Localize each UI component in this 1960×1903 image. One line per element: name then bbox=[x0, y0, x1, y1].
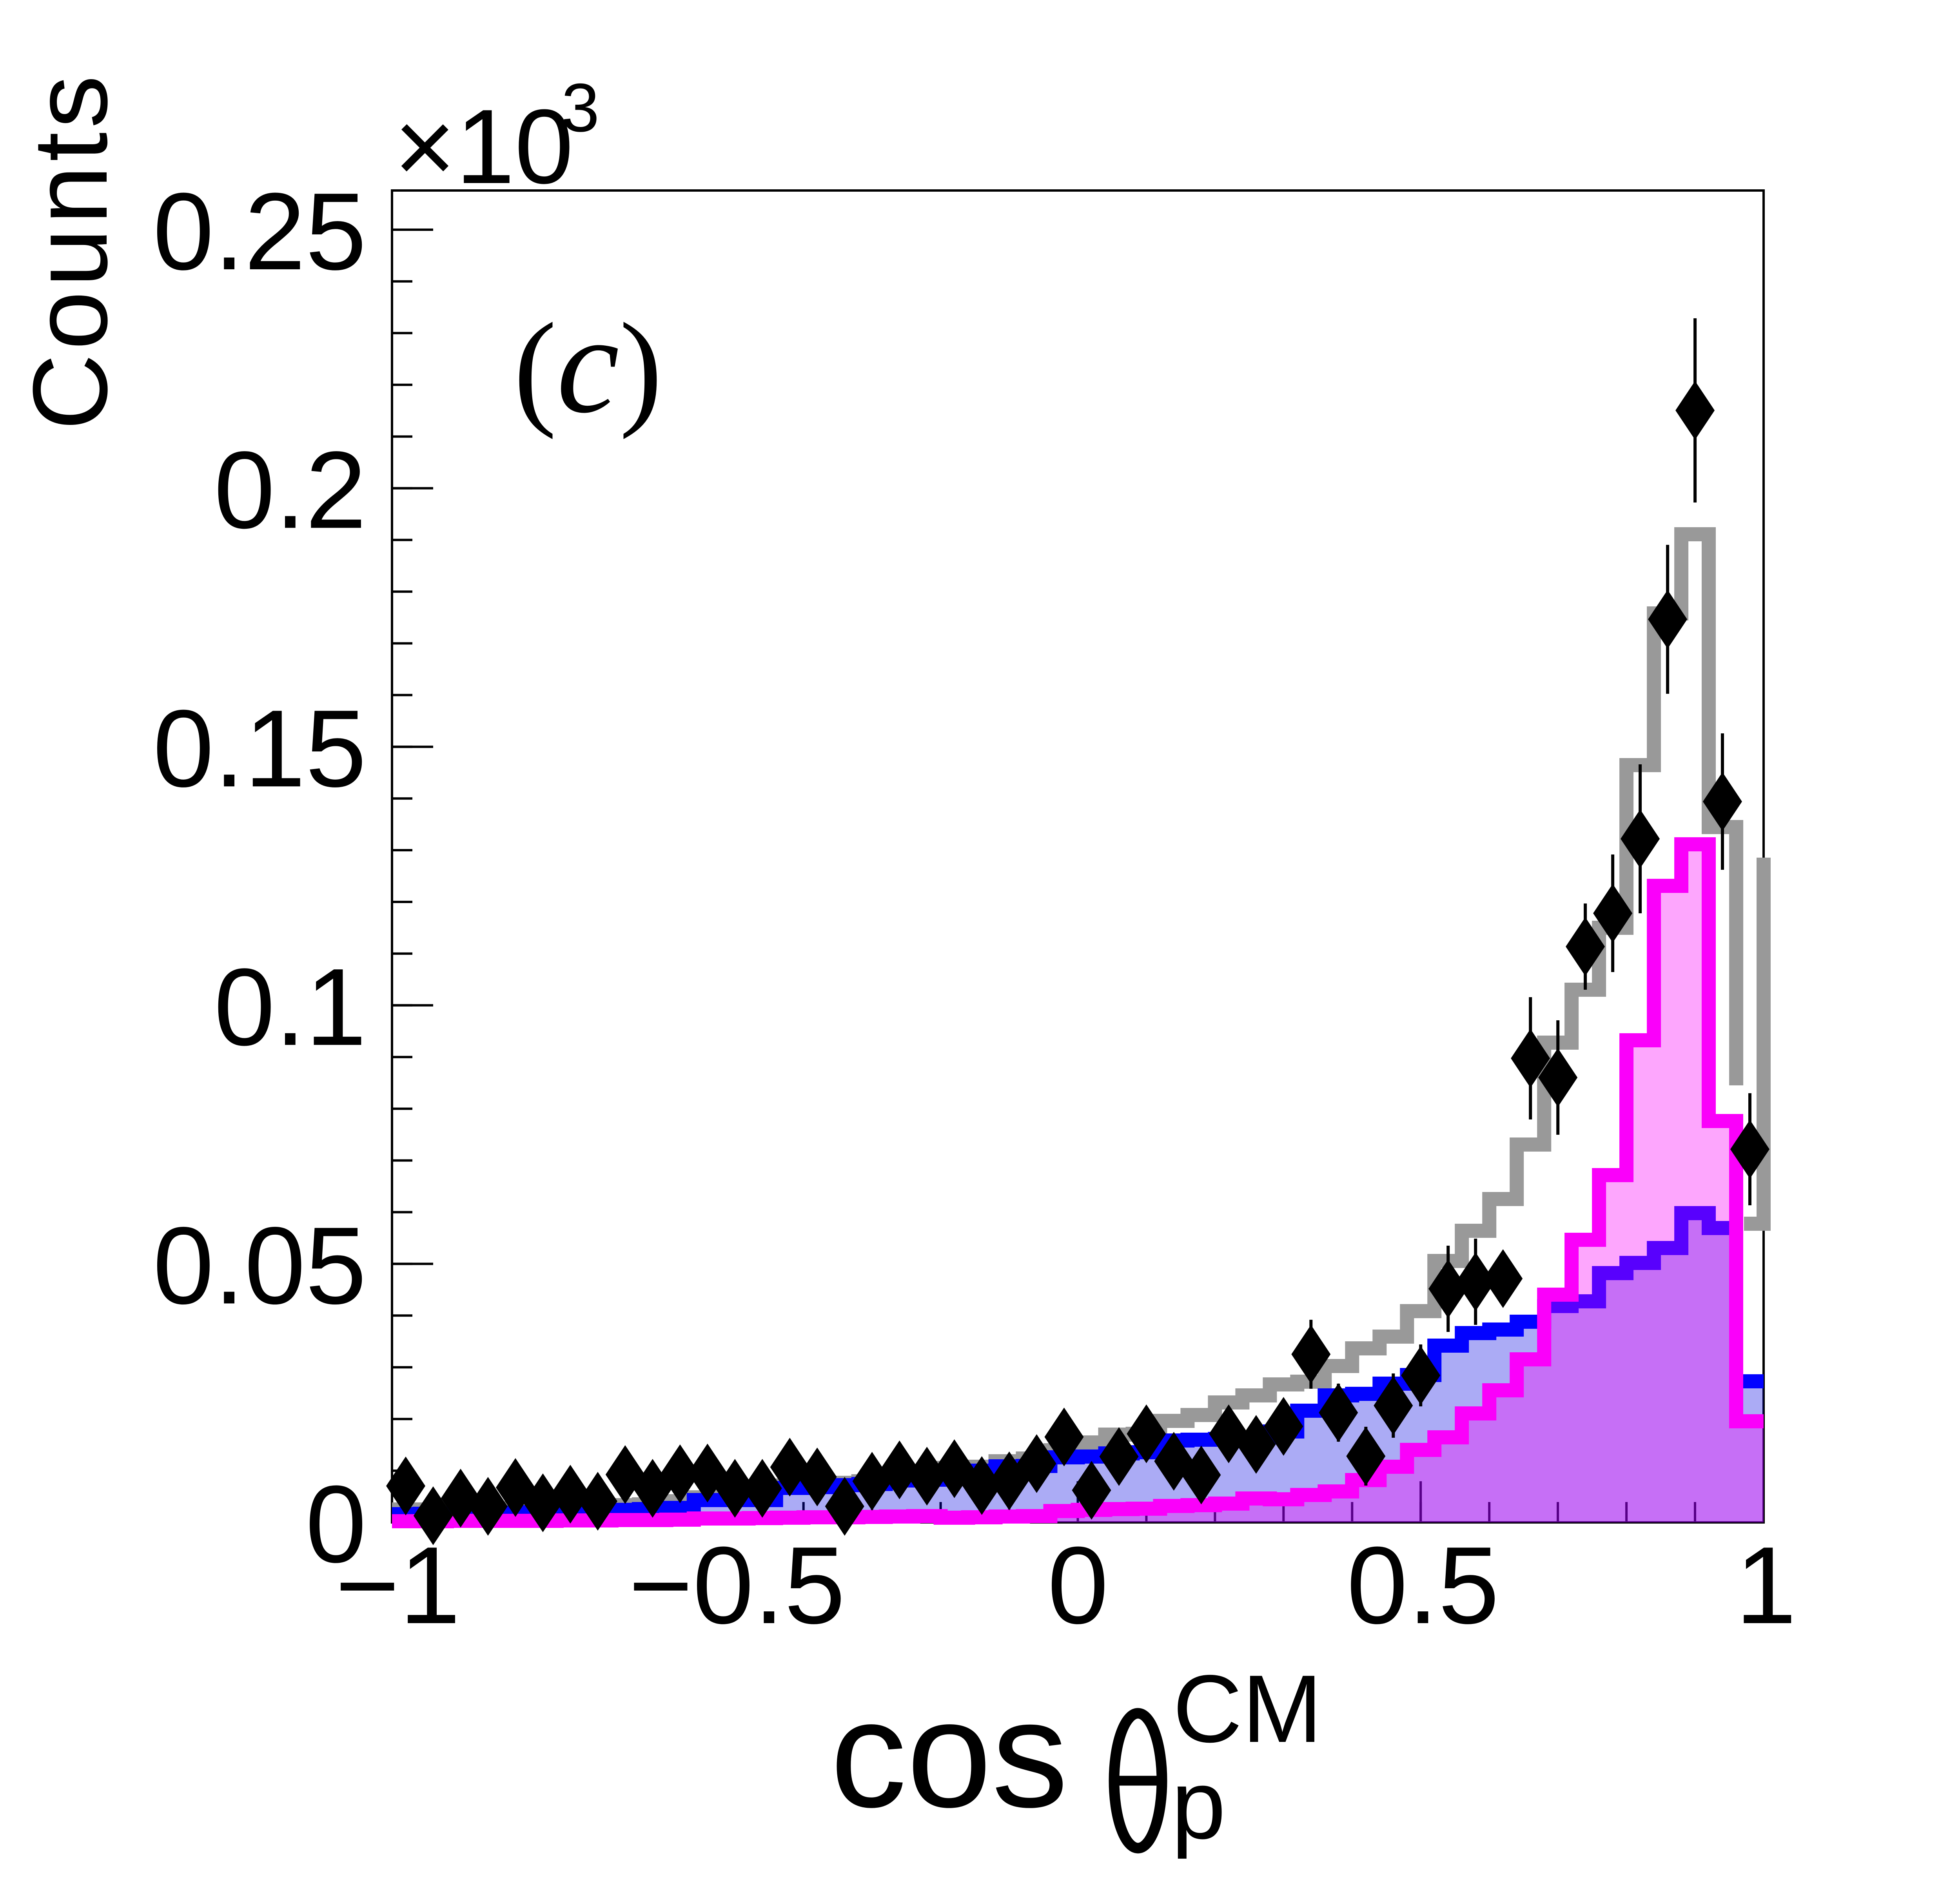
svg-text:Counts: Counts bbox=[11, 71, 129, 430]
svg-text:0.2: 0.2 bbox=[214, 429, 367, 551]
svg-text:(c): (c) bbox=[514, 286, 662, 442]
svg-text:−1: −1 bbox=[335, 1524, 460, 1647]
svg-text:CM: CM bbox=[1173, 1655, 1322, 1762]
svg-text:×10: ×10 bbox=[394, 88, 573, 206]
svg-text:0.15: 0.15 bbox=[153, 688, 367, 810]
svg-text:3: 3 bbox=[561, 70, 599, 146]
svg-text:0.1: 0.1 bbox=[214, 946, 367, 1069]
svg-text:0.5: 0.5 bbox=[1347, 1524, 1499, 1647]
svg-text:0.05: 0.05 bbox=[153, 1205, 367, 1327]
svg-text:p: p bbox=[1171, 1750, 1226, 1859]
svg-text:1: 1 bbox=[1735, 1524, 1797, 1647]
svg-text:cos: cos bbox=[830, 1668, 1068, 1839]
svg-text:0: 0 bbox=[1047, 1524, 1109, 1647]
svg-text:−0.5: −0.5 bbox=[629, 1524, 846, 1647]
svg-text:0.25: 0.25 bbox=[153, 171, 367, 293]
svg-text:0: 0 bbox=[305, 1463, 367, 1586]
